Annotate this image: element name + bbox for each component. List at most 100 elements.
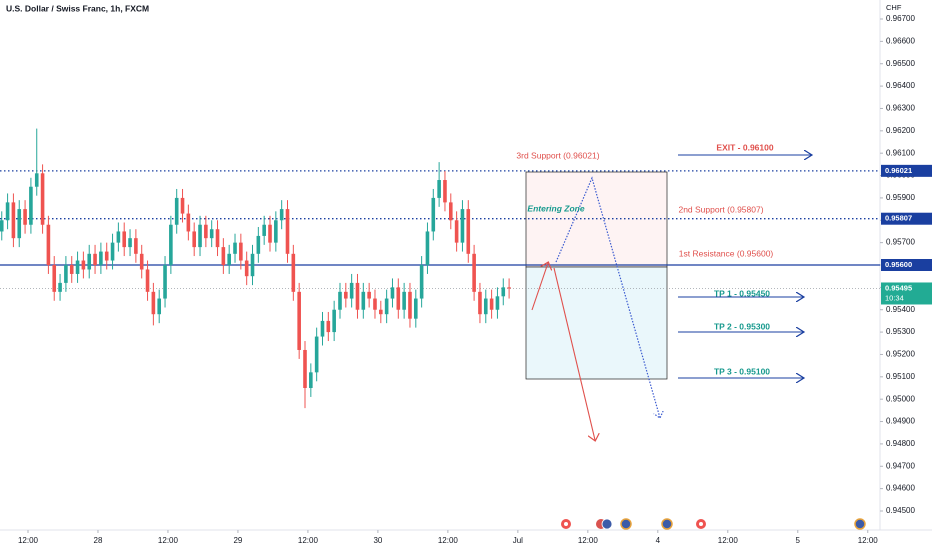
candle-body xyxy=(268,224,272,243)
candle-body xyxy=(256,235,261,254)
support-3-label: 3rd Support (0.96021) xyxy=(516,150,599,160)
candle-body xyxy=(34,173,39,187)
y-tick-label: 0.95200 xyxy=(886,350,915,359)
candle-body xyxy=(122,231,127,248)
candle-body xyxy=(460,209,465,243)
event-icon-dot xyxy=(564,522,568,526)
event-icon-dot xyxy=(699,522,703,526)
countdown-label: 10:34 xyxy=(885,293,904,302)
candle-body xyxy=(5,202,10,221)
candle-body xyxy=(402,291,406,310)
candle-body xyxy=(52,265,57,292)
y-tick-label: 0.94900 xyxy=(886,417,915,426)
candle-body xyxy=(501,287,506,297)
x-tick-label: 30 xyxy=(373,536,382,545)
level-tag xyxy=(881,259,932,271)
candle-body xyxy=(134,238,138,254)
tp3-label: TP 3 - 0.95100 xyxy=(714,366,770,376)
candle-body xyxy=(483,298,488,315)
candle-body xyxy=(297,291,301,350)
candle-body xyxy=(303,349,307,388)
candle-body xyxy=(466,209,471,254)
x-tick-label: 12:00 xyxy=(858,536,879,545)
y-tick-label: 0.95000 xyxy=(886,394,915,403)
candle-body xyxy=(180,197,185,214)
x-tick-label: 28 xyxy=(94,536,103,545)
candle-body xyxy=(128,238,132,248)
candle-body xyxy=(0,220,4,232)
drop-arrow xyxy=(553,267,595,440)
y-tick-label: 0.96100 xyxy=(886,148,915,157)
candle-body xyxy=(408,291,412,319)
candle-body xyxy=(443,180,447,203)
candle-body xyxy=(285,209,290,254)
level-tag-label: 0.95600 xyxy=(885,260,912,269)
candle-body xyxy=(244,260,249,277)
y-tick-label: 0.96500 xyxy=(886,59,915,68)
candle-body xyxy=(478,291,482,315)
candle-body xyxy=(11,202,16,239)
candle-body xyxy=(99,251,103,265)
candle-body xyxy=(87,253,92,270)
projection-path xyxy=(555,176,660,418)
candles-layer xyxy=(0,128,511,409)
candle-body xyxy=(379,309,383,315)
candle-body xyxy=(64,265,68,283)
exit-label: EXIT - 0.96100 xyxy=(716,142,773,152)
candle-body xyxy=(204,224,208,239)
candle-body xyxy=(262,224,266,236)
candle-body xyxy=(507,287,511,289)
y-tick-label: 0.96300 xyxy=(886,104,915,113)
candle-body xyxy=(349,282,354,299)
candle-body xyxy=(169,224,173,265)
candle-body xyxy=(157,298,162,315)
event-icon xyxy=(601,518,613,530)
x-tick-label: 12:00 xyxy=(18,536,39,545)
x-tick-label: 12:00 xyxy=(718,536,739,545)
candle-body xyxy=(361,291,366,310)
candle-body xyxy=(17,209,22,239)
candle-body xyxy=(239,242,243,261)
last-price-label: 0.95495 xyxy=(885,283,912,292)
x-tick-label: 12:00 xyxy=(438,536,459,545)
candle-body xyxy=(431,197,436,232)
event-icon xyxy=(661,518,673,530)
x-tick-label: 12:00 xyxy=(158,536,179,545)
candle-body xyxy=(320,320,325,337)
candle-body xyxy=(367,291,371,299)
event-icon xyxy=(620,518,632,530)
candle-body xyxy=(221,247,226,265)
candle-body xyxy=(384,298,389,315)
candle-body xyxy=(332,309,336,333)
candle-body xyxy=(227,253,231,265)
y-tick-label: 0.95300 xyxy=(886,327,915,336)
event-icons xyxy=(561,518,866,530)
candle-body xyxy=(110,242,115,261)
candle-body xyxy=(40,173,45,225)
candle-body xyxy=(489,298,494,310)
candle-body xyxy=(344,291,348,299)
last-price-tag xyxy=(881,282,932,305)
candle-body xyxy=(192,231,196,248)
candle-body xyxy=(174,197,179,225)
level-tag-label: 0.95807 xyxy=(885,214,912,223)
entry-label: Entering Zone xyxy=(527,203,584,213)
y-tick-label: 0.96600 xyxy=(886,36,915,45)
target-zone xyxy=(525,266,668,380)
candle-body xyxy=(396,287,401,310)
candle-body xyxy=(233,242,237,254)
entry-arrow xyxy=(531,263,548,311)
candle-body xyxy=(250,253,255,277)
resistance-1-label: 1st Resistance (0.95600) xyxy=(679,248,774,258)
y-tick-label: 0.94600 xyxy=(886,484,915,493)
candle-body xyxy=(116,231,121,243)
chart-title: U.S. Dollar / Swiss Franc, 1h, FXCM xyxy=(6,3,149,13)
candle-body xyxy=(373,298,377,310)
y-axis-label: CHF xyxy=(886,3,902,12)
y-tick-label: 0.95100 xyxy=(886,372,915,381)
candle-body xyxy=(163,265,167,299)
y-tick-label: 0.94800 xyxy=(886,439,915,448)
support-2-label: 2nd Support (0.95807) xyxy=(678,204,763,214)
candle-body xyxy=(390,287,395,299)
